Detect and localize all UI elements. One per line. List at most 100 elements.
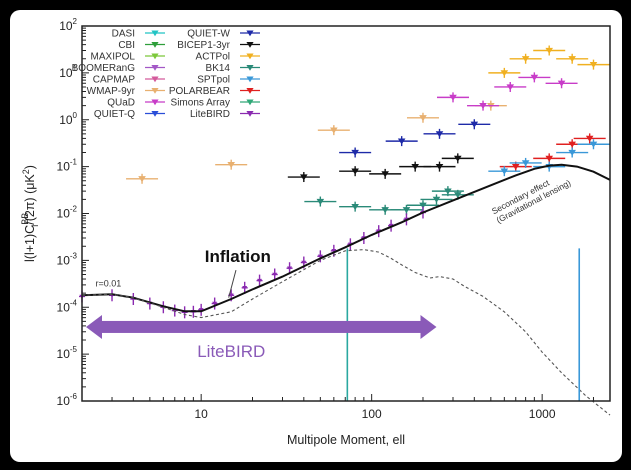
- y-tick-label: 100: [59, 111, 77, 127]
- series-quad: [437, 72, 578, 111]
- data-point: [557, 80, 566, 87]
- legend-entry: POLARBEAR: [169, 86, 260, 97]
- data-point: [530, 74, 539, 81]
- legend-label: SPTpol: [197, 75, 230, 86]
- legend-label: CAPMAP: [93, 75, 136, 86]
- legend-label: DASI: [112, 29, 135, 40]
- legend-marker: [151, 110, 159, 117]
- data-point: [511, 163, 520, 171]
- legend-entry: MAXIPOL: [91, 52, 165, 63]
- legend-label: ACTPol: [196, 52, 230, 63]
- curve-total: [81, 163, 611, 313]
- legend-label: QUIET-Q: [94, 109, 135, 120]
- legend-marker: [151, 41, 159, 48]
- data-point: [351, 168, 359, 175]
- x-tick-label: 10: [194, 407, 208, 421]
- r-value-label: r=0.01: [95, 278, 121, 288]
- legend-entry: CAPMAP: [93, 75, 165, 86]
- legend-label: BICEP1-3yr: [177, 40, 230, 51]
- legend-label: QUaD: [107, 98, 135, 109]
- x-tick-label: 100: [362, 407, 382, 421]
- y-tick-label: 10-6: [57, 392, 78, 408]
- legend-marker: [246, 87, 254, 94]
- data-point: [432, 196, 441, 203]
- series-polarbear: [499, 133, 606, 172]
- legend-marker: [246, 110, 254, 117]
- legend-entry: BOOMERanG: [72, 63, 165, 74]
- legend-label: BK14: [206, 63, 231, 74]
- data-point: [331, 249, 337, 254]
- curve-inflation: [81, 249, 611, 416]
- data-point: [470, 121, 479, 128]
- data-point: [317, 254, 323, 259]
- data-point: [506, 84, 515, 91]
- data-point: [212, 301, 218, 306]
- data-point: [381, 207, 389, 214]
- litebird-band-label: LiteBIRD: [197, 342, 265, 361]
- data-point: [300, 174, 308, 181]
- data-point: [521, 56, 530, 63]
- data-point: [242, 286, 248, 291]
- legend-label: POLARBEAR: [169, 86, 230, 97]
- data-point: [257, 278, 263, 283]
- bb-power-spectrum-chart: LiteBIRD 10 100 1000 10-6 10-5 10-4 10-3 10-2 10…: [20, 17, 611, 447]
- legend-marker: [246, 76, 254, 83]
- data-point: [453, 192, 462, 199]
- series-actpol: [488, 45, 610, 78]
- legend-marker: [246, 30, 254, 37]
- legend-entry: CBI: [118, 40, 165, 51]
- legend-label: MAXIPOL: [91, 52, 136, 63]
- y-axis-label: l(l+1)CBBl/(2π) (μK2): [20, 165, 40, 262]
- legend-entry: Simons Array: [171, 98, 260, 109]
- legend-marker: [151, 64, 159, 71]
- series-bicep1-3yr: [287, 153, 474, 183]
- data-point: [479, 102, 487, 110]
- x-axis-label: Multipole Moment, ell: [287, 433, 405, 447]
- legend-marker: [151, 99, 159, 106]
- data-point: [435, 163, 444, 171]
- legend-marker: [151, 76, 159, 83]
- litebird-range-bar: [98, 320, 425, 333]
- data-point: [198, 308, 204, 313]
- data-point: [435, 131, 444, 138]
- data-point: [419, 115, 427, 122]
- legend-entry: QUIET-W: [187, 29, 260, 40]
- legend-entry: WMAP-9yr: [87, 86, 165, 97]
- legend-label: BOOMERanG: [72, 63, 136, 74]
- series-quiet-w: [339, 119, 491, 158]
- data-point: [589, 61, 598, 69]
- y-tick-label: 10-1: [57, 158, 78, 174]
- y-tick-label: 10-3: [57, 251, 78, 267]
- legend-marker: [151, 87, 159, 94]
- inflation-pointer: [228, 269, 237, 298]
- data-point: [500, 70, 509, 77]
- data-point: [316, 198, 325, 205]
- data-point: [500, 168, 509, 175]
- legend-marker: [151, 53, 159, 60]
- data-point: [301, 260, 307, 265]
- data-point: [381, 171, 389, 178]
- data-point: [272, 272, 278, 277]
- legend-entry: ACTPol: [196, 52, 260, 63]
- legend-marker: [246, 41, 254, 48]
- data-point: [585, 135, 594, 142]
- inflation-label: Inflation: [205, 247, 271, 266]
- data-point: [568, 56, 576, 63]
- data-point: [402, 207, 411, 214]
- legend-marker: [151, 30, 159, 37]
- legend-entry: SPTpol: [197, 75, 260, 86]
- legend-label: QUIET-W: [187, 29, 230, 40]
- legend-label: LiteBIRD: [190, 109, 230, 120]
- legend-marker: [246, 53, 254, 60]
- legend-entry: DASI: [112, 29, 165, 40]
- data-point: [411, 163, 419, 171]
- legend-marker: [246, 99, 254, 106]
- legend-entry: LiteBIRD: [190, 109, 260, 120]
- data-point: [419, 202, 427, 209]
- data-point: [351, 149, 359, 156]
- data-point: [521, 160, 530, 167]
- y-tick-label: 10-4: [57, 298, 78, 314]
- data-point: [568, 149, 576, 156]
- data-point: [545, 47, 554, 54]
- legend-label: CBI: [118, 40, 135, 51]
